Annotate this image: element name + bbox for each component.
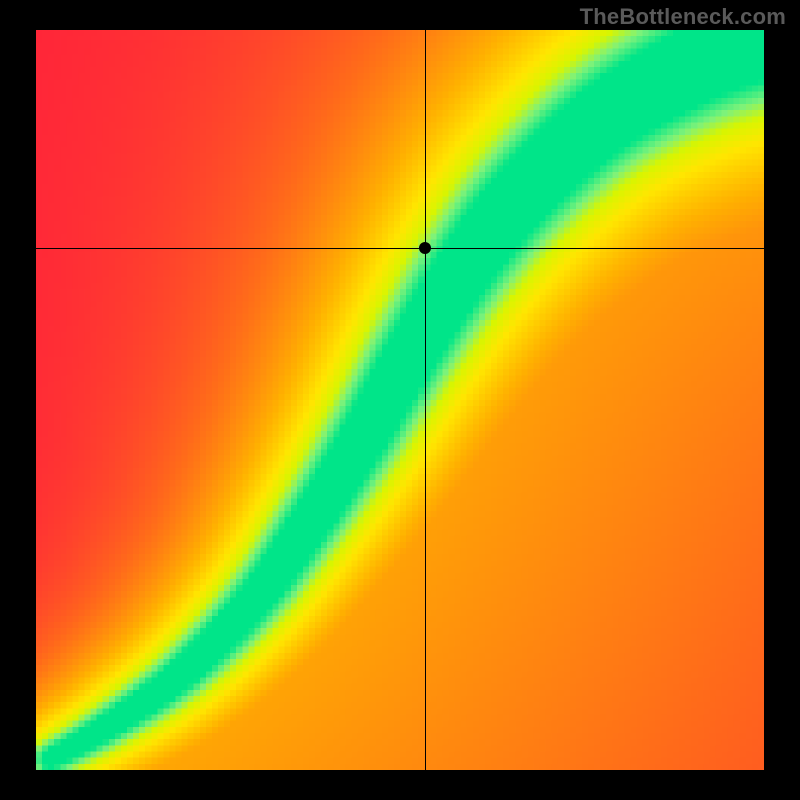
crosshair-vertical: [425, 30, 426, 770]
plot-area: [36, 30, 764, 770]
crosshair-marker: [419, 242, 431, 254]
watermark-text: TheBottleneck.com: [580, 4, 786, 30]
crosshair-horizontal: [36, 248, 764, 249]
heatmap-canvas: [36, 30, 764, 770]
